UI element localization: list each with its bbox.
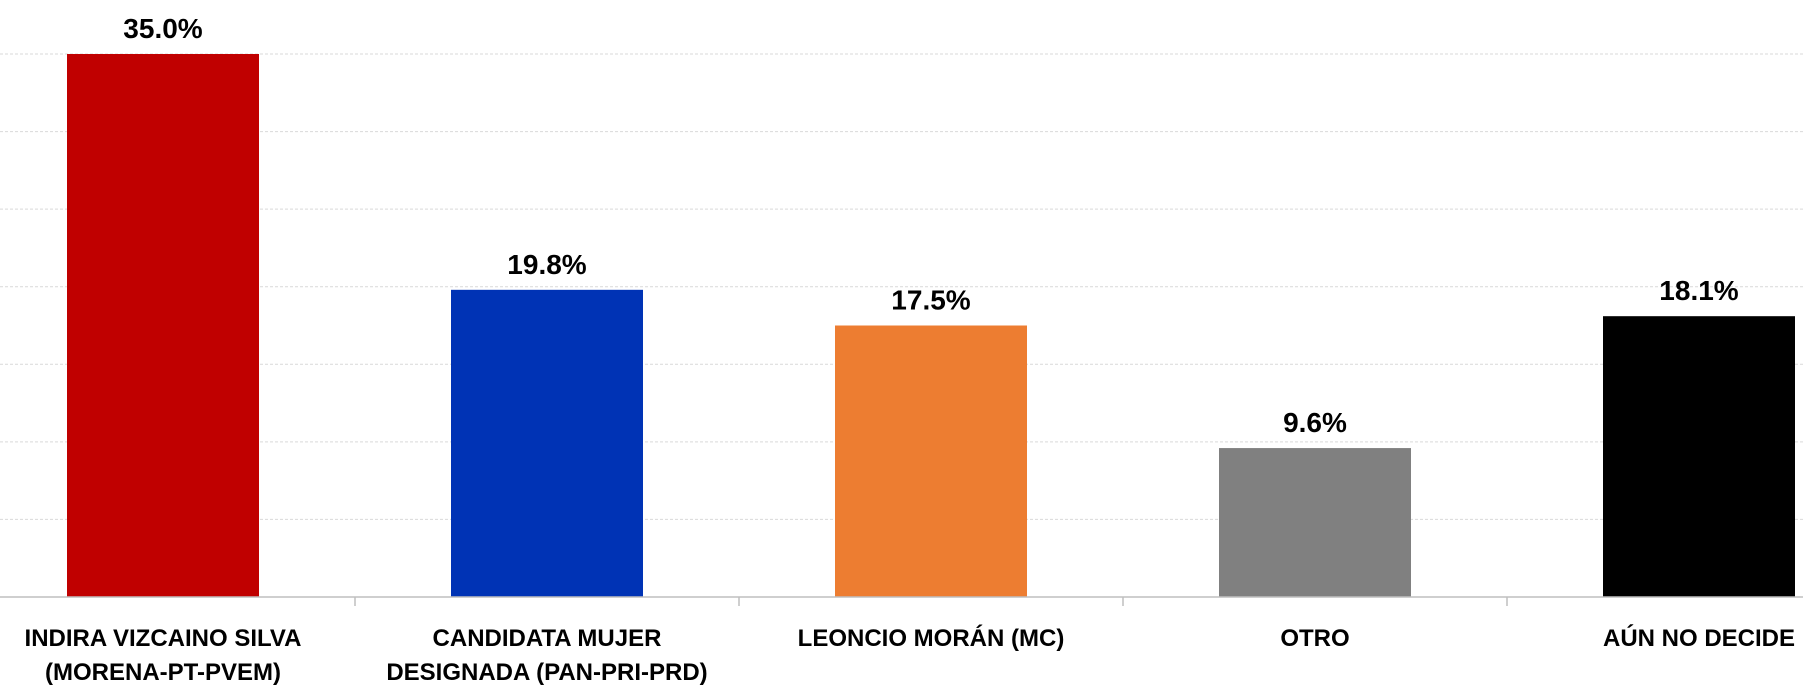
x-tick-label: LEONCIO MORÁN (MC) xyxy=(798,624,1065,652)
labels: 35.0% INDIRA VIZCAINO SILVA (MORENA-PT-PVE… xyxy=(25,13,1795,686)
x-tick-label: (MORENA-PT-PVEM) xyxy=(45,659,281,686)
data-label: 18.1% xyxy=(1659,275,1738,306)
data-label: 35.0% xyxy=(123,13,202,44)
x-tick-label: OTRO xyxy=(1280,625,1349,652)
x-tick-label: DESIGNADA (PAN-PRI-PRD) xyxy=(386,659,707,686)
bar xyxy=(1219,448,1411,597)
data-label: 9.6% xyxy=(1283,407,1347,438)
bar xyxy=(67,54,259,597)
bar xyxy=(835,325,1027,597)
bar xyxy=(1603,316,1795,597)
bars xyxy=(67,54,1795,597)
x-tick-label: CANDIDATA MUJER xyxy=(433,625,662,652)
bar xyxy=(451,289,643,597)
x-axis xyxy=(0,596,1803,606)
x-tick-label: AÚN NO DECIDE xyxy=(1603,624,1795,652)
data-label: 19.8% xyxy=(507,249,586,280)
data-label: 17.5% xyxy=(891,285,970,316)
x-tick-label: INDIRA VIZCAINO SILVA xyxy=(25,625,302,652)
